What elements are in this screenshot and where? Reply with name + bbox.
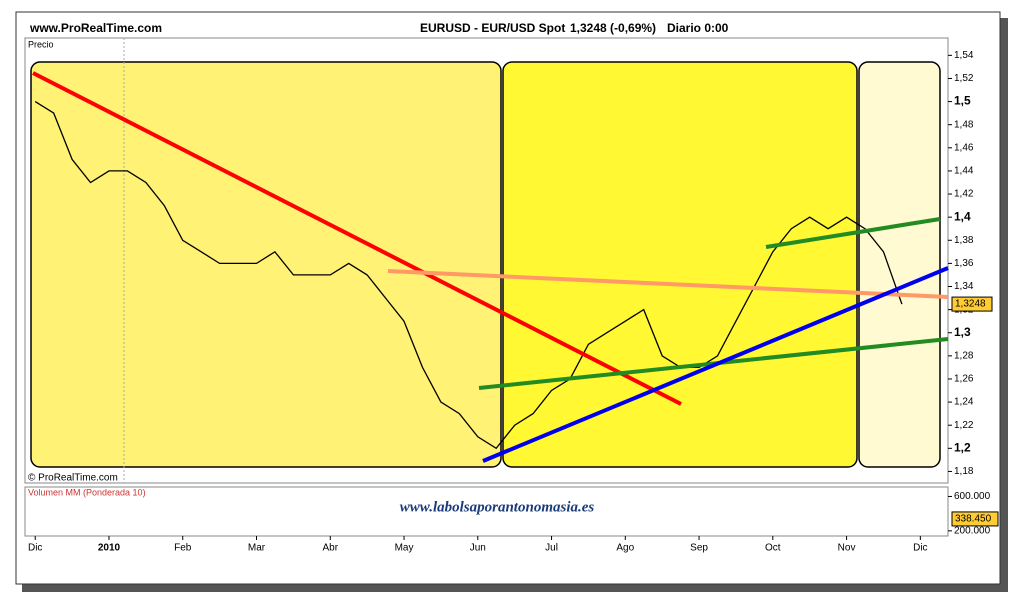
- volume-tick-label: 600.000: [954, 491, 991, 502]
- x-tick-label: Jul: [545, 543, 558, 554]
- y-tick-label: 1,4: [954, 209, 971, 223]
- period: Diario 0:00: [667, 21, 729, 35]
- last-price-box: [951, 296, 993, 312]
- trendline-red: [32, 71, 682, 406]
- y-tick-label: 1,42: [954, 189, 974, 200]
- trendline-blue: [482, 266, 949, 463]
- y-tick-label: 1,22: [954, 420, 974, 431]
- y-tick-label: 1,54: [954, 50, 974, 61]
- x-tick-label: Jun: [470, 543, 486, 554]
- y-tick-label: 1,24: [954, 397, 974, 408]
- zone-1: [30, 61, 502, 468]
- volume-last-box: [951, 511, 999, 527]
- y-tick-label: 1,34: [954, 281, 974, 292]
- site: www.ProRealTime.com: [29, 21, 162, 35]
- quote: 1,3248 (-0,69%): [570, 21, 656, 35]
- trendline-green-2: [765, 217, 941, 249]
- zone-2: [502, 61, 858, 468]
- y-tick-label: 1,48: [954, 119, 974, 130]
- y-tick-label: 1,44: [954, 166, 974, 177]
- volume-tick-label: 200.000: [954, 525, 991, 536]
- x-tick-label: Sep: [690, 543, 708, 554]
- y-tick-label: 1,26: [954, 374, 974, 385]
- y-tick-label: 1,52: [954, 73, 974, 84]
- x-tick-label: Oct: [765, 543, 781, 554]
- y-tick-label: 1,3: [954, 325, 971, 339]
- x-tick-label: Abr: [322, 543, 338, 554]
- y-tick-label: 1,2: [954, 440, 971, 454]
- last-price-label: 1,3248: [955, 299, 986, 310]
- trendline-orange: [387, 269, 949, 299]
- zone-3: [858, 61, 941, 468]
- x-tick-label: Dic: [913, 543, 927, 554]
- chart-title: EURUSD - EUR/USD Spot: [420, 21, 565, 35]
- y-tick-label: 1,28: [954, 350, 974, 361]
- price-line: [34, 101, 903, 450]
- price-layer: [34, 101, 903, 450]
- y-tick-label: 1,46: [954, 142, 974, 153]
- x-tick-label: 2010: [98, 543, 121, 554]
- copyright: © ProRealTime.com: [28, 473, 118, 484]
- x-tick-label: Nov: [838, 543, 856, 554]
- x-tick-label: Mar: [248, 543, 266, 554]
- x-tick-label: Ago: [616, 543, 634, 554]
- y-tick-label: 1,5: [954, 94, 971, 108]
- y-tick-label: 1,18: [954, 466, 974, 477]
- x-tick-label: May: [395, 543, 414, 554]
- x-tick-label: Feb: [174, 543, 192, 554]
- x-tick-label: Dic: [28, 543, 42, 554]
- watermark: www.labolsaporantonomasia.es: [400, 499, 595, 515]
- y-tick-label: 1,38: [954, 235, 974, 246]
- y-label: Precio: [28, 39, 54, 49]
- y-tick-label: 1,36: [954, 258, 974, 269]
- volume-label: Volumen MM (Ponderada 10): [28, 487, 146, 497]
- volume-last-label: 338.450: [955, 514, 992, 525]
- volume-panel: [24, 486, 949, 537]
